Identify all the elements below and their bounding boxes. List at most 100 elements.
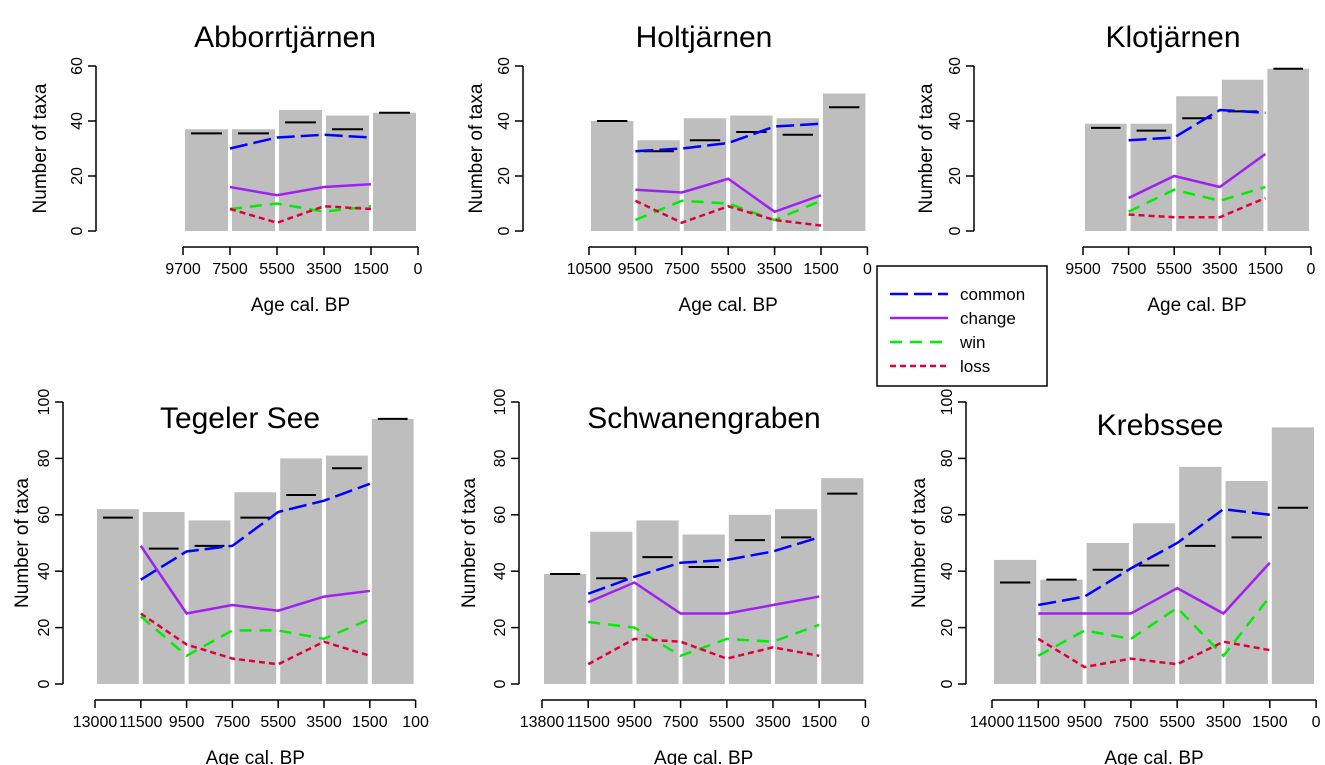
x-tick-label: 3500 — [1206, 714, 1242, 731]
series-line-win — [634, 199, 822, 222]
series-line-win — [1037, 595, 1271, 658]
bar — [1130, 123, 1173, 231]
series-line-common — [587, 536, 820, 595]
series-line-common — [140, 482, 371, 581]
series-line-loss — [1128, 196, 1266, 219]
series-line-change — [1038, 561, 1271, 616]
x-tick-label: 0 — [861, 714, 870, 731]
x-tick-label: 1500 — [803, 261, 839, 278]
x-tick-label: 9500 — [1065, 261, 1101, 278]
panel-krebssee: Krebssee 14000 11500 9500 7500 5500 3500 1500 0 A… — [909, 389, 1321, 765]
x-tick-label: 9500 — [618, 261, 654, 278]
x-tick-label: 5500 — [259, 261, 295, 278]
series-line-loss — [634, 199, 822, 227]
bar — [373, 112, 416, 231]
y-tick-label: 60 — [492, 506, 509, 524]
bar — [590, 531, 633, 684]
x-tick-label: 1500 — [353, 261, 389, 278]
bar — [821, 478, 864, 684]
panel-schwanengraben: Schwanengraben 13800 11500 9500 7500 5500 3500… — [459, 389, 870, 765]
panel-tegeler-see: Tegeler See 13000 11500 9500 7500 5500 3500 150… — [12, 389, 429, 765]
x-tick-label: 3500 — [306, 714, 342, 731]
y-tick-label: 0 — [36, 679, 53, 688]
bar — [1085, 123, 1127, 231]
bar — [1221, 79, 1264, 231]
x-tick-label: 5500 — [710, 261, 746, 278]
y-tick-label: 0 — [69, 226, 86, 235]
y-tick-label: 20 — [496, 167, 513, 185]
x-tick-label: 3500 — [757, 261, 793, 278]
x-tick-label: 1500 — [1248, 261, 1284, 278]
series-line-change — [1128, 152, 1267, 200]
bar — [97, 509, 139, 684]
legend-label-common: common — [960, 285, 1025, 304]
y-tick-label: 40 — [939, 562, 956, 580]
series-line-change — [139, 545, 370, 615]
x-tick-label: 5500 — [260, 714, 296, 731]
x-tick-label: 9700 — [165, 261, 201, 278]
series-line-win — [229, 202, 372, 214]
panel-title: Schwanengraben — [587, 402, 821, 435]
series-line-common — [1038, 507, 1270, 607]
x-tick-label: 1500 — [1252, 714, 1288, 731]
panel-title: Klotjärnen — [1105, 21, 1240, 54]
x-tick-label: 14000 — [970, 714, 1015, 731]
bar — [682, 534, 725, 684]
panel-title: Abborrtjärnen — [194, 21, 376, 54]
y-tick-label: 40 — [947, 112, 964, 130]
bar — [683, 118, 727, 231]
legend-label-change: change — [960, 309, 1016, 328]
series-line-win — [139, 615, 371, 658]
bar — [326, 455, 368, 684]
series-line-common — [229, 133, 372, 150]
panel-title: Holtjärnen — [636, 21, 773, 54]
x-tick-label: 13800 — [520, 714, 565, 731]
x-axis-title: Age cal. BP — [251, 295, 350, 316]
x-tick-label: 3500 — [1202, 261, 1238, 278]
bar — [994, 559, 1037, 684]
bar — [371, 418, 414, 684]
y-tick-label: 0 — [939, 679, 956, 688]
y-axis-title: Number of taxa — [466, 83, 487, 213]
bar — [544, 574, 587, 684]
bar — [775, 509, 818, 684]
bar — [280, 458, 322, 684]
x-tick-label: 7500 — [215, 714, 251, 731]
y-axis-title: Number of taxa — [30, 83, 51, 213]
x-tick-label: 9500 — [617, 714, 653, 731]
y-tick-label: 100 — [492, 389, 509, 416]
x-tick-label: 5500 — [1156, 261, 1192, 278]
y-tick-label: 0 — [947, 226, 964, 235]
y-tick-label: 80 — [939, 449, 956, 467]
x-tick-label: 11500 — [567, 714, 610, 731]
y-tick-label: 0 — [492, 679, 509, 688]
y-tick-label: 40 — [69, 112, 86, 130]
bar — [1267, 68, 1309, 231]
bar — [1179, 466, 1222, 684]
x-axis-title: Age cal. BP — [206, 748, 305, 765]
y-tick-label: 100 — [939, 389, 956, 416]
panels: Abborrtjärnen 9700 7500 5500 3500 1500 0 Age ca… — [12, 21, 1321, 765]
bar — [234, 492, 277, 684]
x-tick-label: 0 — [414, 261, 423, 278]
x-axis-title: Age cal. BP — [1147, 295, 1246, 316]
x-tick-label: 1500 — [352, 714, 388, 731]
series-line-change — [587, 581, 820, 615]
x-tick-label: 11500 — [1017, 714, 1060, 731]
legend-label-win: win — [959, 333, 986, 352]
bar — [185, 129, 228, 231]
bar — [1176, 96, 1218, 231]
x-tick-label: 13000 — [73, 714, 118, 731]
series-line-win — [588, 620, 820, 658]
series-line-change — [229, 183, 372, 197]
legend-label-loss: loss — [960, 357, 990, 376]
y-tick-label: 20 — [492, 619, 509, 637]
x-tick-label: 5500 — [709, 714, 745, 731]
y-axis-title: Number of taxa — [909, 478, 930, 608]
x-tick-label: 3500 — [755, 714, 791, 731]
x-tick-label: 7500 — [1113, 714, 1149, 731]
y-tick-label: 20 — [69, 167, 86, 185]
bar — [776, 118, 819, 231]
series-line-loss — [587, 637, 820, 666]
